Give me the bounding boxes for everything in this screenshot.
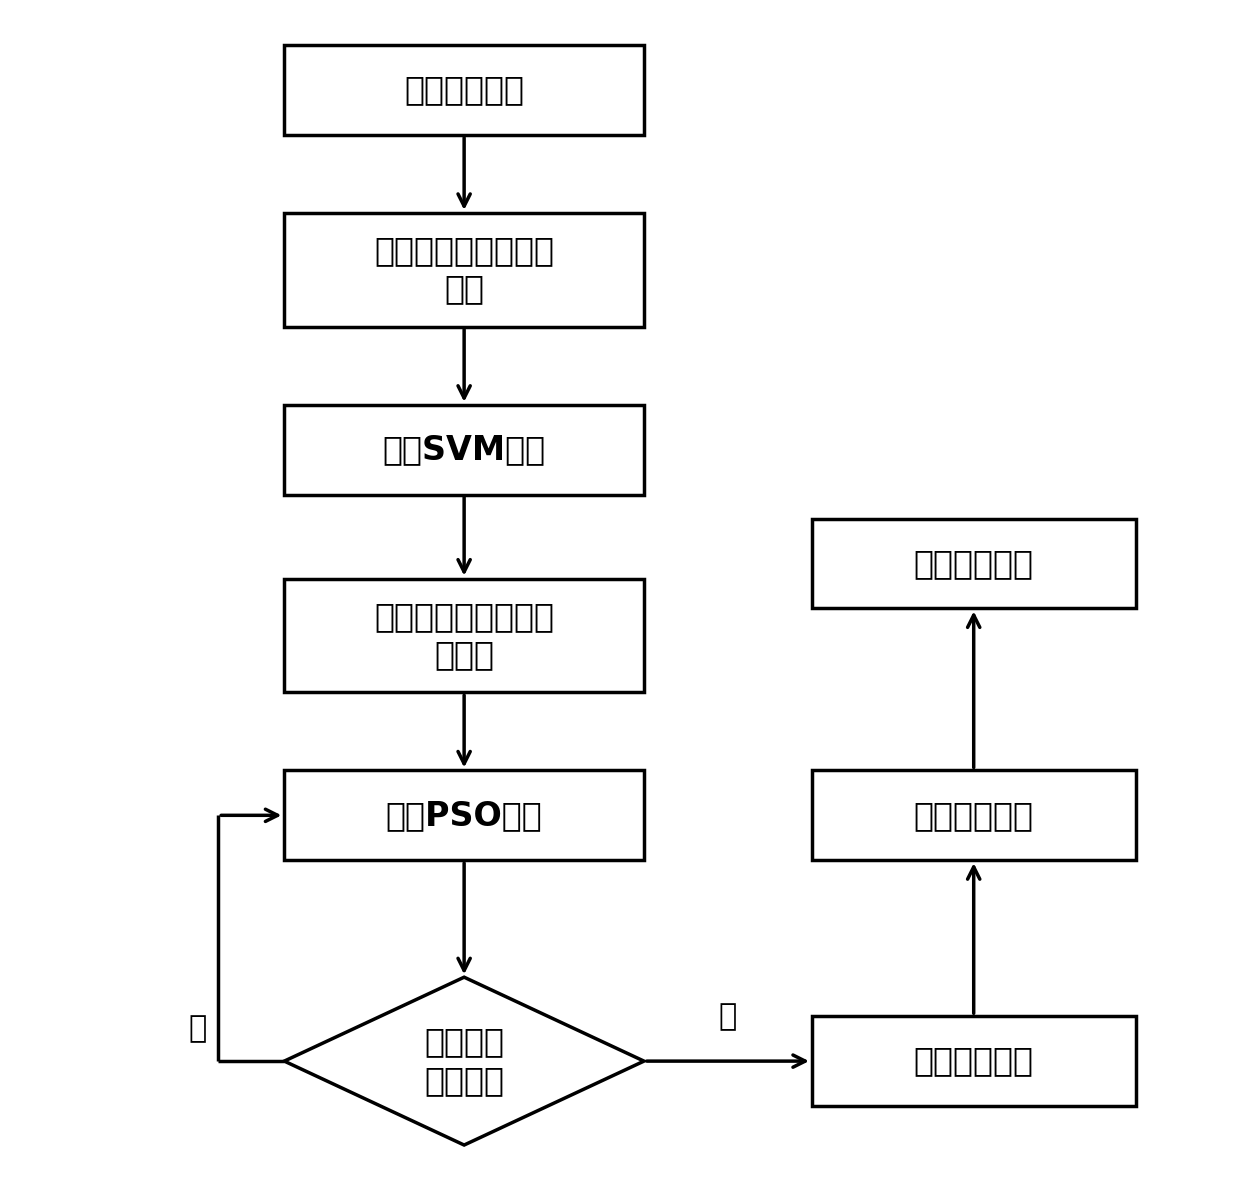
Text: 输出最优参数: 输出最优参数 bbox=[914, 1044, 1034, 1078]
Text: 否: 否 bbox=[188, 1014, 206, 1043]
Bar bbox=[812, 518, 1136, 608]
Bar bbox=[284, 405, 644, 494]
Bar bbox=[284, 579, 644, 693]
Text: 是否满足
终止条件: 是否满足 终止条件 bbox=[424, 1025, 505, 1097]
Bar bbox=[284, 44, 644, 134]
Bar bbox=[812, 1016, 1136, 1105]
Text: 实施PSO算法: 实施PSO算法 bbox=[386, 799, 543, 832]
Bar bbox=[284, 770, 644, 861]
Text: 输出测试数据: 输出测试数据 bbox=[914, 799, 1034, 832]
Bar bbox=[284, 213, 644, 326]
Polygon shape bbox=[284, 977, 644, 1145]
Bar bbox=[812, 770, 1136, 861]
Text: 是: 是 bbox=[719, 1002, 737, 1031]
Text: 计算训练数据的诊断
准确率: 计算训练数据的诊断 准确率 bbox=[374, 600, 554, 671]
Text: 随机生成初始粒子和
参数: 随机生成初始粒子和 参数 bbox=[374, 234, 554, 306]
Text: 得到诊断结果: 得到诊断结果 bbox=[914, 547, 1034, 580]
Text: 建立SVM模型: 建立SVM模型 bbox=[383, 433, 546, 466]
Text: 输入训练数据: 输入训练数据 bbox=[404, 73, 525, 107]
